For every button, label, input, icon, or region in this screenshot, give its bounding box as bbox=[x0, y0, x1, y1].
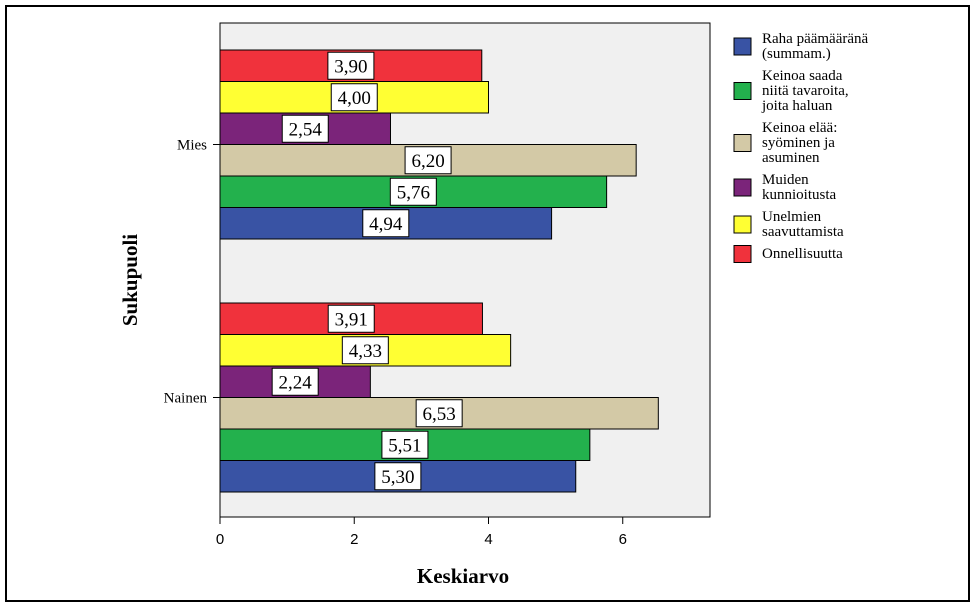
data-label: 5,30 bbox=[381, 467, 414, 488]
x-tick-label: 4 bbox=[484, 531, 492, 548]
legend-label: Unelmien saavuttamista bbox=[762, 209, 844, 240]
data-label-box bbox=[404, 146, 452, 175]
legend-swatch bbox=[733, 134, 752, 152]
data-label: 3,91 bbox=[335, 309, 368, 330]
data-label: 2,24 bbox=[279, 372, 313, 393]
legend: Raha päämääränä (summam.) Keinoa saada nii… bbox=[733, 31, 869, 263]
x-tick-label: 0 bbox=[216, 531, 224, 548]
x-tick-label: 2 bbox=[350, 531, 358, 548]
data-label-box bbox=[327, 51, 375, 80]
data-label-box bbox=[271, 367, 319, 396]
data-label: 4,94 bbox=[369, 214, 403, 235]
data-labels-layer: 3,90 4,00 2,54 6,20 5,76 4,94 3,91 4,33 2,24 6,53… bbox=[271, 51, 463, 491]
y-axis-title: Sukupuoli bbox=[118, 234, 142, 326]
data-label-box bbox=[381, 430, 429, 459]
data-label: 5,51 bbox=[388, 435, 421, 456]
y-tick-label: Mies bbox=[177, 138, 207, 154]
data-label: 2,54 bbox=[289, 119, 323, 140]
data-label: 5,76 bbox=[397, 182, 430, 203]
axes-layer: Mies Nainen 0 2 4 6 bbox=[164, 138, 627, 549]
x-tick-label: 6 bbox=[619, 531, 627, 548]
data-label-box bbox=[415, 399, 463, 428]
data-label-box bbox=[389, 177, 437, 206]
data-label-box bbox=[341, 336, 389, 365]
data-label-box bbox=[362, 209, 410, 238]
data-label-box bbox=[327, 304, 375, 333]
legend-swatch bbox=[733, 82, 752, 100]
legend-label: Keinoa elää: syöminen ja asuminen bbox=[762, 120, 837, 166]
x-axis-title: Keskiarvo bbox=[417, 564, 509, 588]
legend-label: Keinoa saada niitä tavaroita, joita haluan bbox=[761, 68, 849, 114]
data-label: 4,33 bbox=[349, 341, 382, 362]
legend-swatch bbox=[733, 215, 752, 234]
data-label-box bbox=[330, 83, 378, 112]
legend-label: Onnellisuutta bbox=[762, 246, 843, 262]
legend-swatch bbox=[733, 178, 752, 197]
legend-swatch bbox=[733, 245, 752, 263]
data-label: 4,00 bbox=[338, 88, 371, 109]
data-label: 6,53 bbox=[423, 404, 456, 425]
data-label: 3,90 bbox=[334, 56, 367, 77]
y-tick-label: Nainen bbox=[164, 391, 208, 407]
data-label-box bbox=[281, 114, 329, 143]
data-label-box bbox=[374, 462, 422, 491]
legend-label: Raha päämääränä (summam.) bbox=[762, 31, 869, 62]
data-label: 6,20 bbox=[411, 151, 444, 172]
legend-label: Muiden kunnioitusta bbox=[762, 172, 837, 203]
legend-swatch bbox=[733, 37, 752, 56]
